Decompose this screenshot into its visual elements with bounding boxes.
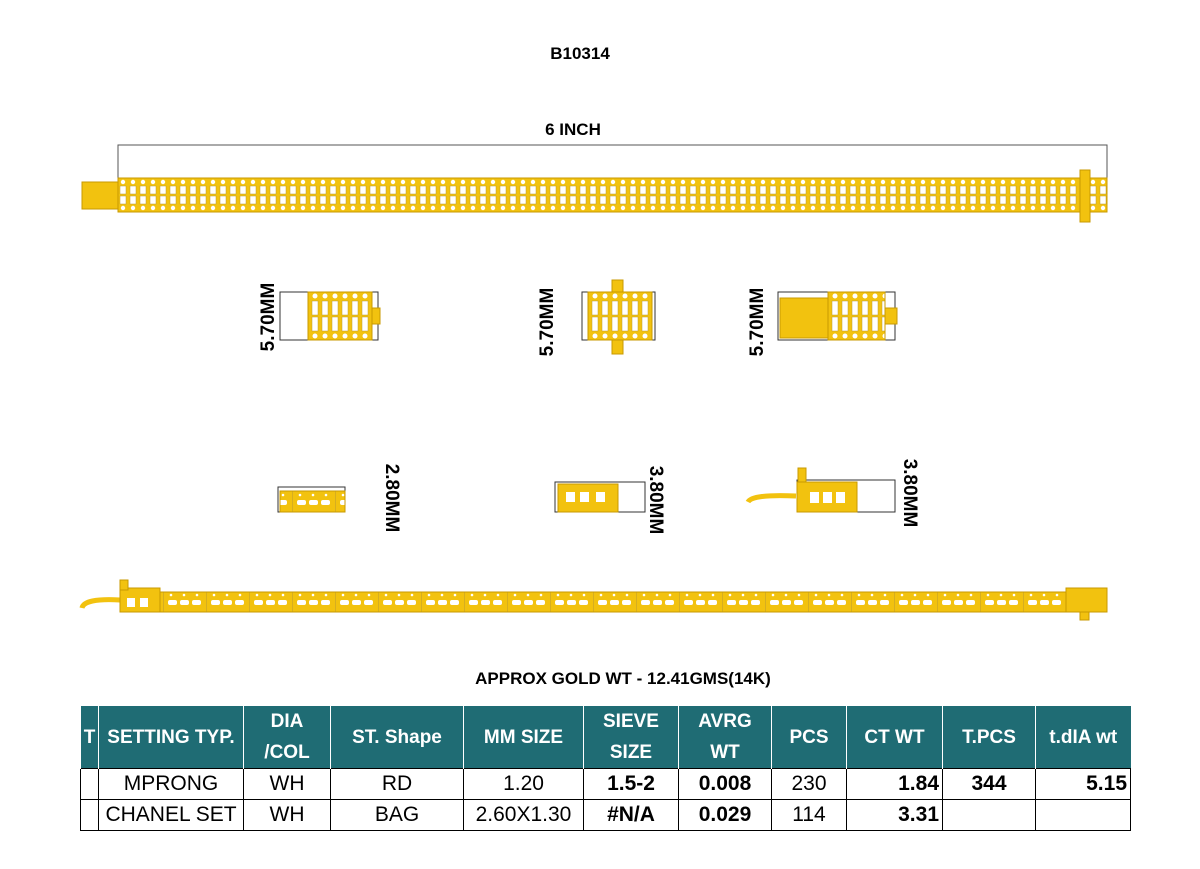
header-cell: AVRG WT [678, 706, 772, 769]
view [307, 291, 373, 341]
cell: 3.31 [846, 799, 943, 831]
gold-weight: APPROX GOLD WT - 12.41GMS(14K) [475, 669, 771, 688]
empty-cell [1035, 799, 1131, 831]
header-text: SIEVE [603, 711, 659, 732]
tongue-side [1065, 587, 1108, 613]
header-text: /COL [264, 742, 310, 763]
empty-cell [80, 768, 99, 800]
header-text: SIZE [609, 742, 653, 763]
dimension-label: 5.70MM [258, 283, 279, 352]
dimension-line [117, 144, 1108, 178]
stone-table: T SETTING TYP. DIA/COL ST. Shape MM SIZE SIEV… [80, 706, 1131, 831]
tab [611, 339, 624, 355]
header-cell: T.PCS [942, 706, 1036, 769]
view [779, 297, 829, 339]
empty-cell [80, 799, 99, 831]
header-text: SETTING TYP. [107, 726, 235, 748]
bracelet-top [117, 177, 1108, 213]
header-text: DIA [270, 711, 304, 732]
cell: #N/A [583, 799, 679, 831]
cell: 1.84 [846, 768, 943, 800]
cell: WH [243, 768, 331, 800]
header-text: AVRG [698, 711, 752, 732]
header-cell: PCS [771, 706, 847, 769]
cell: MPRONG [98, 768, 244, 800]
header-cell: CT WT [846, 706, 943, 769]
pin [79, 597, 121, 610]
cell: WH [243, 799, 331, 831]
header-text: PCS [789, 726, 829, 748]
header-text: ST. Shape [352, 726, 442, 748]
cell: 114 [771, 799, 847, 831]
cell: BAG [330, 799, 464, 831]
tab [371, 307, 381, 325]
cell: 0.008 [678, 768, 772, 800]
view [587, 291, 653, 341]
dimension-label: 5.70MM [747, 288, 768, 357]
tab [611, 279, 624, 293]
header-cell: SIEVE SIZE [583, 706, 679, 769]
view [827, 291, 886, 341]
header-text: T.PCS [962, 726, 1016, 748]
header-text: T [83, 726, 96, 748]
tongue [1079, 169, 1091, 223]
cell: 2.60X1.30 [463, 799, 584, 831]
pin [745, 493, 797, 504]
cell: RD [330, 768, 464, 800]
clasp [81, 181, 119, 210]
cell: 5.15 [1035, 768, 1131, 800]
header-text: WT [710, 742, 740, 763]
empty-cell [942, 799, 1036, 831]
dimension-label: 3.80MM [645, 466, 666, 535]
header-text: t.dIA wt [1049, 726, 1118, 748]
cell: 0.029 [678, 799, 772, 831]
length-label: 6 INCH [545, 120, 601, 139]
tab [884, 307, 898, 325]
cell: 1.5-2 [583, 768, 679, 800]
header-cell: MM SIZE [463, 706, 584, 769]
title: B10314 [550, 44, 610, 63]
cell: 1.20 [463, 768, 584, 800]
header-text: MM SIZE [483, 726, 564, 748]
dimension-label: 3.80MM [899, 459, 920, 528]
header-cell: T [80, 706, 99, 769]
bracelet-side [159, 591, 1067, 613]
dimension-label: 5.70MM [537, 288, 558, 357]
header-cell: ST. Shape [330, 706, 464, 769]
header-text: CT WT [864, 726, 925, 748]
cell: CHANEL SET [98, 799, 244, 831]
cell: 344 [942, 768, 1036, 800]
header-cell: SETTING TYP. [98, 706, 244, 769]
dimension-label: 2.80MM [381, 464, 402, 533]
cell: 230 [771, 768, 847, 800]
header-cell: DIA/COL [243, 706, 331, 769]
header-cell: t.dIA wt [1035, 706, 1131, 769]
view [279, 490, 346, 513]
